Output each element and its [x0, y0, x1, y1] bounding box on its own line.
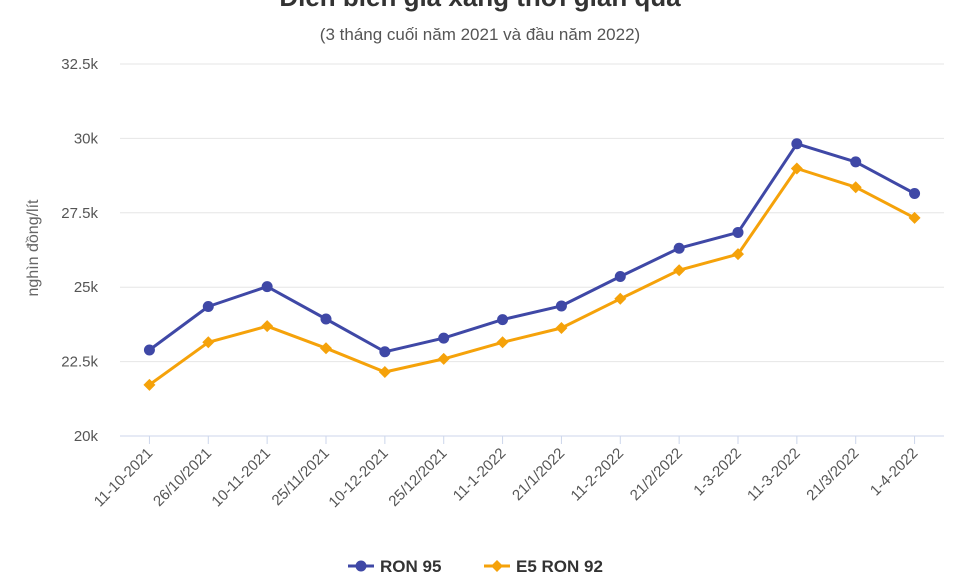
x-tick-label: 1-4-2022	[867, 445, 921, 499]
legend-marker	[491, 560, 503, 572]
y-tick-label: 30k	[74, 130, 99, 147]
y-tick-label: 25k	[74, 279, 99, 296]
legend-item-label[interactable]: RON 95	[380, 557, 441, 576]
y-axis-label: nghìn đồng/lít	[25, 199, 42, 297]
data-point[interactable]	[437, 352, 450, 365]
x-tick-label: 11-10-2021	[91, 445, 156, 510]
data-point[interactable]	[732, 248, 744, 261]
x-tick-label: 10-12-2021	[325, 445, 391, 511]
x-tick-label: 11-3-2022	[744, 445, 804, 505]
x-tick-label: 21/2/2022	[627, 445, 686, 504]
data-point[interactable]	[614, 292, 627, 305]
x-tick-label: 26/10/2021	[150, 445, 215, 510]
x-axis-ticks: 11-10-202126/10/202110-11-202125/11/2021…	[91, 436, 921, 511]
data-point[interactable]	[909, 187, 921, 199]
x-tick-label: 25/12/2021	[385, 445, 450, 510]
series-group	[143, 138, 921, 391]
gridlines	[120, 63, 944, 437]
data-point[interactable]	[497, 314, 509, 326]
x-tick-label: 21/1/2022	[509, 445, 568, 504]
data-point[interactable]	[673, 264, 686, 277]
data-point[interactable]	[614, 270, 626, 282]
series-line-0	[148, 142, 916, 354]
data-point[interactable]	[555, 321, 568, 334]
chart-title: Diễn biến giá xăng thời gian qua	[279, 0, 681, 12]
legend[interactable]: RON 95 E5 RON 92	[348, 557, 603, 576]
data-point[interactable]	[202, 336, 215, 349]
x-tick-label: 25/11/2021	[269, 445, 333, 509]
data-point[interactable]	[261, 320, 274, 333]
legend-item-label[interactable]: E5 RON 92	[516, 557, 603, 576]
data-point[interactable]	[379, 346, 391, 358]
data-point[interactable]	[849, 181, 862, 194]
data-point[interactable]	[143, 378, 156, 391]
data-point[interactable]	[673, 242, 685, 254]
data-point[interactable]	[791, 138, 803, 150]
data-point[interactable]	[850, 156, 862, 168]
data-point[interactable]	[202, 301, 214, 313]
data-point[interactable]	[438, 332, 450, 344]
chart-subtitle: (3 tháng cuối năm 2021 và đầu năm 2022)	[320, 25, 640, 44]
data-point[interactable]	[378, 366, 391, 379]
data-point[interactable]	[790, 162, 803, 175]
data-point[interactable]	[732, 226, 744, 238]
data-point[interactable]	[496, 336, 509, 349]
data-point[interactable]	[908, 211, 921, 224]
data-point[interactable]	[320, 342, 332, 355]
data-point[interactable]	[555, 300, 567, 312]
data-point[interactable]	[320, 313, 332, 325]
x-tick-label: 1-3-2022	[690, 445, 744, 499]
y-axis-ticks: 20k 22.5k 25k 27.5k 30k 32.5k	[61, 56, 98, 445]
y-tick-label: 22.5k	[61, 354, 98, 371]
x-tick-label: 21/3/2022	[803, 445, 862, 504]
x-tick-label: 11-2-2022	[568, 445, 628, 505]
y-tick-label: 20k	[74, 428, 99, 445]
legend-marker	[355, 560, 367, 572]
data-point[interactable]	[143, 344, 155, 356]
y-tick-label: 27.5k	[61, 205, 98, 222]
data-point[interactable]	[261, 281, 273, 293]
x-tick-label: 11-1-2022	[450, 445, 510, 505]
y-tick-label: 32.5k	[61, 56, 98, 73]
series-line-1	[148, 167, 916, 387]
x-tick-label: 10-11-2021	[208, 445, 273, 510]
